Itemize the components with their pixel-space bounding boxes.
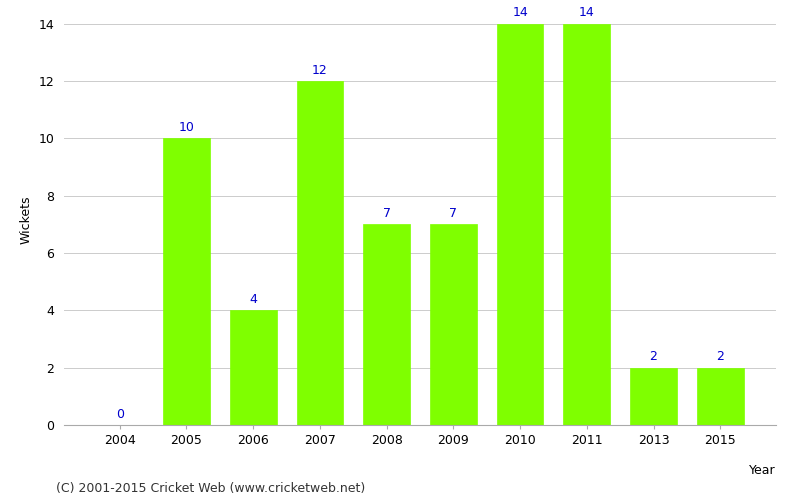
- Bar: [697, 368, 744, 425]
- Text: Year: Year: [750, 464, 776, 477]
- Bar: [430, 224, 477, 425]
- Text: 14: 14: [579, 6, 594, 20]
- Text: (C) 2001-2015 Cricket Web (www.cricketweb.net): (C) 2001-2015 Cricket Web (www.cricketwe…: [56, 482, 366, 495]
- Text: 0: 0: [116, 408, 124, 420]
- Text: 7: 7: [382, 207, 390, 220]
- Text: 2: 2: [650, 350, 658, 364]
- Bar: [563, 24, 610, 425]
- Text: 14: 14: [512, 6, 528, 20]
- Bar: [497, 24, 543, 425]
- Y-axis label: Wickets: Wickets: [20, 196, 33, 244]
- Text: 7: 7: [450, 207, 458, 220]
- Bar: [230, 310, 277, 425]
- Text: 4: 4: [250, 293, 257, 306]
- Text: 12: 12: [312, 64, 328, 76]
- Bar: [630, 368, 677, 425]
- Text: 2: 2: [716, 350, 724, 364]
- Bar: [363, 224, 410, 425]
- Bar: [297, 81, 343, 425]
- Bar: [163, 138, 210, 425]
- Text: 10: 10: [178, 121, 194, 134]
